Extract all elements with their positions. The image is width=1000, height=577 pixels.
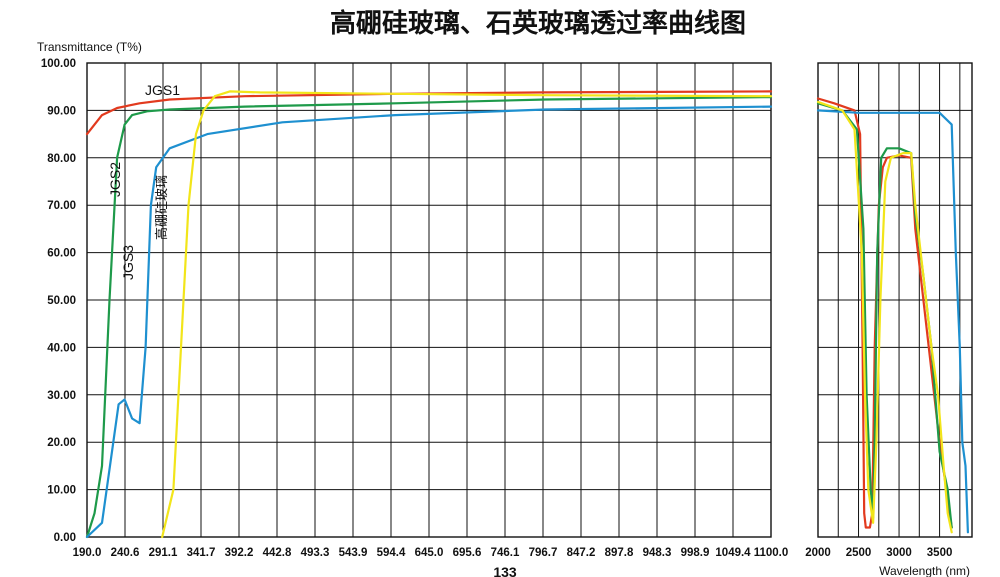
- series-line-JGS3: [85, 105, 773, 539]
- y-tick-label: 0.00: [54, 532, 76, 544]
- grid-layer: [86, 62, 973, 538]
- x-tick-label: 847.2: [567, 547, 596, 559]
- y-tick-label: 100.00: [41, 58, 76, 70]
- x-tick-label: 2500: [846, 547, 872, 559]
- x-tick-label: 341.7: [187, 547, 216, 559]
- chart-title: 高硼硅玻璃、石英玻璃透过率曲线图: [330, 8, 746, 39]
- x-tick-label: 493.3: [301, 547, 330, 559]
- x-tick-label: 442.8: [263, 547, 292, 559]
- y-tick-label: 40.00: [47, 342, 76, 354]
- y-tick-label: 30.00: [47, 390, 76, 402]
- plot-frame: [817, 62, 973, 538]
- x-tick-label: 3000: [886, 547, 912, 559]
- annotation-jgs3: JGS3: [120, 245, 136, 280]
- series-line-JGS3: [816, 109, 969, 534]
- y-tick-label: 80.00: [47, 153, 76, 165]
- x-tick-label: 948.3: [643, 547, 672, 559]
- x-tick-label: 240.6: [111, 547, 140, 559]
- x-tick-label: 645.0: [415, 547, 444, 559]
- y-tick-label: 10.00: [47, 485, 76, 497]
- series-layer: [85, 90, 969, 539]
- x-tick-label: 1049.4: [715, 547, 751, 559]
- x-tick-label: 998.9: [681, 547, 710, 559]
- series-line-高硼硅玻璃: [161, 90, 773, 539]
- x-tick-label: 543.9: [339, 547, 368, 559]
- x-tick-label: 392.2: [225, 547, 254, 559]
- x-tick-label: 2000: [805, 547, 831, 559]
- y-tick-label: 20.00: [47, 437, 76, 449]
- annotation-jgs2: JGS2: [107, 162, 123, 197]
- annotation-jgs1: JGS1: [145, 82, 180, 98]
- x-axis-label: Wavelength (nm): [879, 564, 970, 577]
- x-tick-label: 190.0: [73, 547, 102, 559]
- x-tick-label: 897.8: [605, 547, 634, 559]
- y-tick-label: 90.00: [47, 105, 76, 117]
- page-number: 133: [493, 564, 517, 577]
- y-axis-label: Transmittance (T%): [37, 40, 142, 54]
- plot-frame: [86, 62, 772, 538]
- x-tick-label: 746.1: [491, 547, 520, 559]
- series-line-JGS2: [85, 96, 773, 539]
- series-line-高硼硅玻璃: [816, 100, 953, 534]
- y-tick-label: 70.00: [47, 200, 76, 212]
- series-line-JGS1: [85, 90, 773, 136]
- x-tick-labels: 190.0 240.6 291.1 341.7 392.2 442.8 493.3 543.9…: [73, 547, 953, 559]
- annotation-borosilicate: 高硼硅玻璃: [154, 175, 170, 240]
- x-tick-label: 695.6: [453, 547, 482, 559]
- x-tick-label: 796.7: [529, 547, 558, 559]
- x-tick-label: 291.1: [149, 547, 178, 559]
- x-tick-label: 3500: [927, 547, 953, 559]
- y-tick-label: 50.00: [47, 295, 76, 307]
- y-tick-label: 60.00: [47, 248, 76, 260]
- x-tick-label: 1100.0: [754, 547, 789, 559]
- y-tick-labels: 0.00 10.00 20.00 30.00 40.00 50.00 60.00 70.00 8…: [41, 58, 76, 544]
- x-tick-label: 594.4: [377, 547, 406, 559]
